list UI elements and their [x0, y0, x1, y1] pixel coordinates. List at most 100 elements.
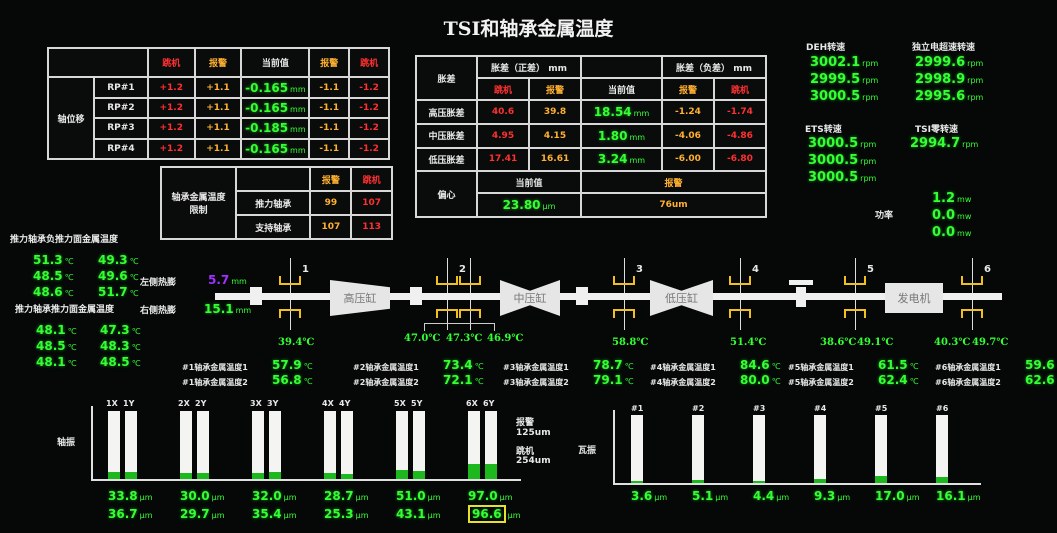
bearing-vib-value-number: 3.6	[631, 489, 653, 503]
unit: ℃	[474, 362, 484, 371]
deh-speed: 3002.1 rpm	[810, 55, 878, 70]
ets-speed-label: ETS转速	[805, 125, 842, 135]
shaft-vib-x-axis	[91, 479, 521, 481]
unit: μm	[427, 511, 441, 520]
bearing-number: 2	[459, 264, 466, 275]
coupling	[796, 287, 806, 307]
thrust-neg-temp: 51.7 ℃	[98, 285, 139, 299]
bearing-lower-pad-icon	[729, 309, 751, 318]
row-label: 支持轴承	[234, 214, 312, 240]
bearing-upper-pad-icon	[613, 276, 635, 285]
axial-row: RP#4 +1.2 +1.1 -0.165 mm -1.1 -1.2	[48, 137, 390, 161]
shaft-vib-bar-fill	[197, 472, 209, 479]
unit: ℃	[303, 377, 313, 386]
right-thermal-exp-value: 15.1	[204, 302, 234, 316]
shaft-vib-bar-label: 1Y	[123, 399, 135, 408]
trip-value: 107	[350, 190, 393, 216]
bearing-number: 4	[752, 264, 759, 275]
shaft-vib-x-value: 28.7 μm	[324, 489, 369, 503]
row-label: 推力轴承	[234, 190, 312, 216]
header-trip: 跳机	[146, 46, 196, 79]
unit: ℃	[909, 362, 919, 371]
ip-casing: 中压缸	[500, 280, 560, 316]
unit: ℃	[129, 257, 139, 266]
header-trip: 跳机	[712, 77, 768, 102]
shaft-vib-trip-label: 跳机	[516, 447, 535, 457]
bearing-number: 6	[984, 264, 991, 275]
shaft-vib-bar-label: 2Y	[195, 399, 207, 408]
bearing-vib-bar-label: #3	[753, 404, 766, 413]
thrust-pos-label: 推力轴承推力面金属温度	[15, 305, 115, 315]
bearing-metal-temp-number: 84.6	[740, 358, 770, 372]
unit: rpm	[967, 76, 984, 85]
current-value: -0.165	[245, 80, 289, 95]
bearing-metal-temp-number: 57.9	[272, 358, 302, 372]
bearing-vib-bar-label: #6	[936, 404, 949, 413]
alarm-pos: 4.15	[527, 122, 582, 149]
unit: μm	[211, 511, 225, 520]
bearing-drain-temp: 47.3℃	[446, 333, 483, 344]
ets-speed: 3000.5 rpm	[808, 153, 876, 168]
shaft-vib-bar	[252, 411, 264, 479]
thrust-neg-temp-number: 48.5	[33, 269, 63, 283]
trip-neg: -6.80	[712, 146, 768, 173]
unit: μm	[967, 493, 981, 502]
unit: ℃	[64, 289, 74, 298]
tsi-zero-speed-number: 2994.7	[910, 136, 961, 151]
bearing-metal-temp: 57.9 ℃	[272, 358, 313, 372]
thrust-neg-temp: 51.3 ℃	[33, 253, 74, 267]
deh-speed-number: 3002.1	[810, 55, 861, 70]
shaft-vib-y-axis	[91, 406, 93, 481]
header-alarm: 报警	[308, 46, 351, 79]
unit: μm	[906, 493, 920, 502]
header-alarm: 报警	[527, 77, 582, 102]
shaft-vib-bar	[125, 411, 137, 479]
thrust-neg-temp-number: 51.3	[33, 253, 63, 267]
bearing-vib-value: 4.4 μm	[753, 489, 789, 503]
bearing-upper-pad-icon	[844, 276, 866, 285]
shaft-vib-x-value-number: 32.0	[252, 489, 282, 503]
unit: ℃	[909, 377, 919, 386]
bearing-metal-temp-label: #2轴承金属温度2	[353, 378, 419, 387]
thrust-pos-temp-number: 48.5	[36, 339, 66, 353]
header-trip: 跳机	[348, 46, 390, 79]
independent-speed-number: 2999.6	[915, 55, 966, 70]
bearing-metal-temp-number: 78.7	[593, 358, 623, 372]
bearing-metal-temp: 59.6℃	[1025, 358, 1057, 372]
shaft-vib-bar-fill	[269, 472, 281, 479]
thrust-neg-label: 推力轴承负推力面金属温度	[10, 235, 119, 245]
lp-casing-label: 低压缸	[665, 292, 698, 305]
axial-row: RP#2 +1.2 +1.1 -0.165 mm -1.1 -1.2	[48, 96, 390, 120]
bearing-vib-bar-label: #5	[875, 404, 888, 413]
bearing-metal-temp: 72.1 ℃	[443, 373, 484, 387]
bearing-metal-temp-label: #4轴承金属温度1	[650, 363, 716, 372]
header-trip: 跳机	[350, 166, 393, 192]
unit: ℃	[67, 343, 77, 352]
bearing-vib-value: 5.1 μm	[692, 489, 728, 503]
shaft-vib-label: 轴振	[57, 438, 76, 448]
unit: ℃	[131, 327, 141, 336]
bearing-vib-bar-fill	[692, 480, 704, 483]
bearing-vib-bar-label: #4	[814, 404, 827, 413]
shaft-vib-bar	[324, 411, 336, 479]
thrust-pos-temp-number: 48.3	[100, 339, 130, 353]
probe-name: RP#1	[93, 76, 149, 99]
header-alarm: 报警	[193, 46, 243, 79]
unit: μm	[715, 493, 729, 502]
trip-neg: -4.86	[712, 122, 768, 149]
thrust-pos-temp-number: 47.3	[100, 323, 130, 337]
independent-speed-number: 2998.9	[915, 72, 966, 87]
unit: ℃	[67, 359, 77, 368]
unit: mm	[548, 63, 567, 74]
unit: rpm	[862, 93, 879, 102]
bearing-vib-value-number: 9.3	[814, 489, 836, 503]
shaft-vib-alarm-label: 报警	[516, 418, 535, 428]
coupling	[250, 287, 262, 305]
unit: ℃	[474, 377, 484, 386]
bearing-vib-value-number: 17.0	[875, 489, 905, 503]
thrust-neg-temp: 49.6 ℃	[98, 269, 139, 283]
bearing-lower-pad-icon	[459, 309, 481, 318]
shaft-vib-bar-label: 3X	[250, 399, 262, 408]
unit: μm	[654, 493, 668, 502]
shaft-vib-y-value: 43.1 μm	[396, 507, 441, 521]
